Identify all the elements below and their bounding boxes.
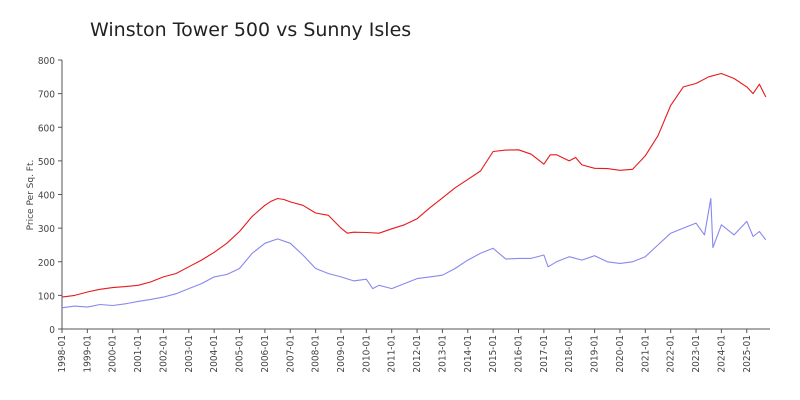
x-tick-label: 2009-01 [336, 335, 347, 373]
series-lines [61, 72, 767, 309]
x-tick-label: 2002-01 [158, 335, 169, 373]
x-tick-label: 2003-01 [184, 335, 195, 373]
y-axis-ticks: 0 100 200 300 400 500 600 700 800 [38, 56, 62, 336]
x-tick-label: 2017-01 [539, 335, 550, 373]
x-tick-label: 2013-01 [437, 335, 448, 373]
x-tick-label: 2011-01 [387, 335, 398, 373]
x-tick-label: 2019-01 [590, 335, 601, 373]
x-tick-label: 2006-01 [260, 335, 271, 373]
x-tick-label: 2018-01 [564, 335, 575, 373]
series-line-red [61, 72, 767, 298]
y-tick-label: 300 [38, 224, 55, 235]
x-tick-label: 2023-01 [691, 335, 702, 373]
y-tick-label: 100 [38, 291, 55, 302]
y-tick-label: 200 [38, 258, 55, 269]
axes [61, 60, 770, 330]
x-tick-label: 2015-01 [488, 335, 499, 373]
x-tick-label: 2024-01 [716, 335, 727, 373]
y-tick-label: 0 [49, 325, 55, 336]
x-tick-label: 2008-01 [311, 335, 322, 373]
y-tick-label: 400 [38, 191, 55, 202]
x-tick-label: 2016-01 [514, 335, 525, 373]
x-tick-label: 1998-01 [57, 335, 68, 373]
x-tick-label: 2007-01 [285, 335, 296, 373]
y-tick-label: 800 [38, 56, 55, 67]
chart-title: Winston Tower 500 vs Sunny Isles [90, 19, 411, 41]
x-tick-label: 2005-01 [235, 335, 246, 373]
x-tick-label: 2025-01 [742, 335, 753, 373]
x-tick-label: 2022-01 [666, 335, 677, 373]
y-tick-label: 700 [38, 90, 55, 101]
series-line-blue [61, 197, 767, 309]
x-tick-label: 2020-01 [615, 335, 626, 373]
x-tick-label: 2021-01 [640, 335, 651, 373]
x-tick-label: 2010-01 [361, 335, 372, 373]
y-tick-label: 500 [38, 157, 55, 168]
x-tick-label: 1999-01 [82, 335, 93, 373]
x-tick-label: 2004-01 [209, 335, 220, 373]
y-axis-label: Price Per Sq. Ft. [26, 160, 36, 231]
x-tick-label: 2001-01 [133, 335, 144, 373]
x-tick-label: 2014-01 [463, 335, 474, 373]
x-tick-label: 2012-01 [412, 335, 423, 373]
y-tick-label: 600 [38, 123, 55, 134]
x-axis-ticks: 1998-01 1999-01 2000-01 2001-01 2002-01 2003-… [57, 329, 753, 373]
x-tick-label: 2000-01 [108, 335, 119, 373]
